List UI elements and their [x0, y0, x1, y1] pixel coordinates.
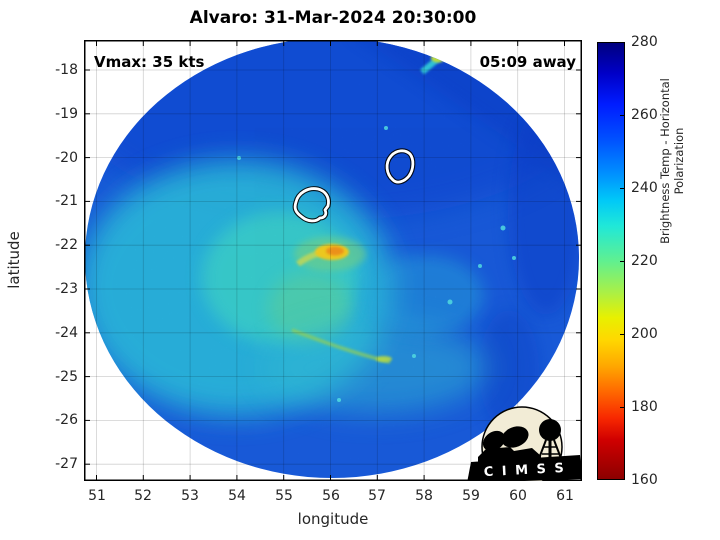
y-tick-label: -24 [55, 325, 78, 341]
x-tick-label: 57 [368, 488, 386, 504]
satellite-swath-plot [84, 40, 582, 481]
y-tick-label: -21 [55, 193, 78, 209]
y-tick-label: -26 [55, 412, 78, 428]
colorbar-tick-mark [620, 115, 625, 116]
y-tick-label: -19 [55, 106, 78, 122]
y-axis-label: latitude [5, 231, 23, 289]
x-tick-label: 60 [509, 488, 527, 504]
swath-disk [85, 40, 579, 478]
colorbar-tick-label: 240 [631, 180, 658, 196]
y-tick-label: -22 [55, 237, 78, 253]
colorbar-tick-label: 200 [631, 326, 658, 342]
storm-contour-east [384, 148, 416, 185]
x-tick-label: 54 [228, 488, 246, 504]
y-tick-label: -27 [55, 456, 78, 472]
colorbar-tick-label: 260 [631, 107, 658, 123]
y-tick-label: -20 [55, 150, 78, 166]
cimss-logo: C I M S S [467, 406, 582, 481]
y-tick-label: -25 [55, 369, 78, 385]
storm-contours [292, 148, 416, 224]
colorbar-tick-label: 180 [631, 399, 658, 415]
x-tick-label: 52 [134, 488, 152, 504]
noise-texture [85, 40, 579, 478]
x-tick-label: 58 [415, 488, 433, 504]
colorbar-tick-mark [620, 407, 625, 408]
x-tick-label: 61 [556, 488, 574, 504]
colorbar-tick-label: 160 [631, 472, 658, 488]
colorbar-tick-label: 220 [631, 253, 658, 269]
chart-title: Alvaro: 31-Mar-2024 20:30:00 [189, 8, 477, 28]
x-tick-label: 55 [275, 488, 293, 504]
x-tick-label: 59 [462, 488, 480, 504]
x-axis-label: longitude [297, 510, 369, 528]
colorbar-tick-mark [620, 261, 625, 262]
y-tick-label: -23 [55, 281, 78, 297]
plot-border [84, 40, 582, 481]
y-tick-label: -18 [55, 62, 78, 78]
colorbar-tick-mark [620, 188, 625, 189]
logo-text: C I M S S [483, 461, 566, 480]
vmax-annotation: Vmax: 35 kts [94, 53, 205, 71]
x-tick-label: 51 [88, 488, 106, 504]
logo-banner [467, 455, 582, 481]
x-tick-label: 53 [181, 488, 199, 504]
colorbar-tick-label: 280 [631, 34, 658, 50]
storm-contour-west [292, 186, 331, 224]
colorbar-tick-mark [620, 334, 625, 335]
colorbar-axis-label: Brightness Temp - Horizontal Polarizatio… [658, 78, 686, 244]
countdown-annotation: 05:09 away [479, 53, 576, 71]
x-tick-label: 56 [322, 488, 340, 504]
